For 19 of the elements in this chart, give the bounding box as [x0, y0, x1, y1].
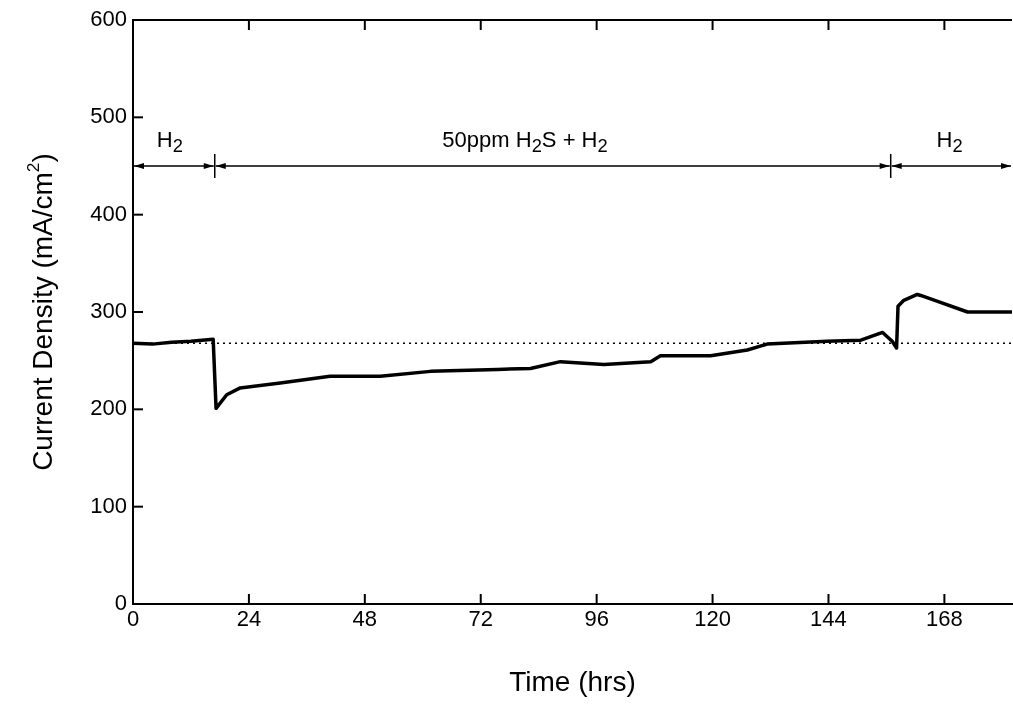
x-tick-label: 24: [236, 606, 262, 632]
x-axis-title: Time (hrs): [509, 665, 636, 697]
y-tick-label: 600: [90, 6, 127, 32]
y-tick-label: 500: [90, 103, 127, 129]
y-axis-title: Current Density (mA/cm2): [23, 153, 58, 471]
y-tick-label: 0: [114, 590, 127, 616]
annotation: H$_{2}$: [936, 126, 963, 159]
x-tick-label: 144: [810, 606, 847, 632]
x-tick-label: 120: [694, 606, 731, 632]
y-tick-label: 300: [90, 298, 127, 324]
y-tick-label: 400: [90, 200, 127, 226]
x-tick-label: 48: [352, 606, 378, 632]
x-tick-label: 72: [468, 606, 493, 632]
x-tick-label: 96: [584, 606, 609, 632]
annotation: H$_{2}$: [156, 126, 183, 159]
y-tick-label: 200: [90, 395, 127, 421]
annotation: 50ppm H$_{2}$S + H$_{2}$: [442, 126, 608, 159]
x-tick-label: 168: [926, 606, 963, 632]
y-tick-label: 100: [90, 492, 127, 518]
